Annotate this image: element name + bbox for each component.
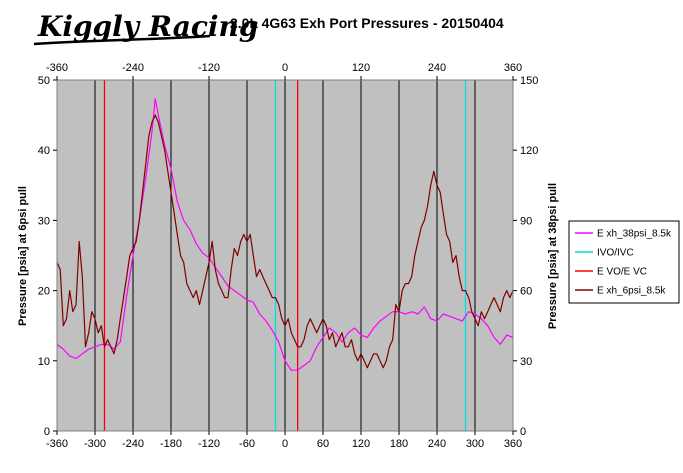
x-tick-label: 60 bbox=[317, 438, 329, 450]
y2-axis-label: Pressure [psia] at 38psi pull bbox=[547, 183, 559, 329]
series-line-e-xh-38psi-8-5k bbox=[56, 98, 514, 371]
y-tick-label: 40 bbox=[38, 145, 50, 157]
x-tick-label: 180 bbox=[390, 438, 408, 450]
y2-tick-label: 120 bbox=[520, 145, 538, 157]
x-top-tick-label: 360 bbox=[504, 62, 522, 74]
x-tick-label: -60 bbox=[239, 438, 255, 450]
x-tick-label: 0 bbox=[282, 438, 288, 450]
x-tick-label: -120 bbox=[198, 438, 220, 450]
y2-tick-label: 150 bbox=[520, 75, 538, 87]
x-top-tick-label: -120 bbox=[198, 62, 220, 74]
legend-entry: E xh_38psi_8.5k bbox=[597, 229, 672, 240]
x-tick-label: -180 bbox=[160, 438, 182, 450]
y-tick-label: 50 bbox=[38, 75, 50, 87]
x-tick-label: 360 bbox=[504, 438, 522, 450]
x-tick-label: -240 bbox=[122, 438, 144, 450]
y2-tick-label: 90 bbox=[520, 215, 532, 227]
x-tick-label: 240 bbox=[428, 438, 446, 450]
chart-title: 2.0L 4G63 Exh Port Pressures - 20150404 bbox=[230, 15, 504, 31]
logo-text: Kiggly Racing bbox=[37, 10, 258, 43]
y2-tick-label: 0 bbox=[520, 426, 526, 438]
legend: E xh_38psi_8.5k IVO/IVC E VO/E VC E xh_6psi… bbox=[568, 220, 680, 304]
axis-layer: -360 -300 -240 -180 -120 -60 0 60 120 180 240 300 36… bbox=[38, 62, 539, 450]
y-tick-label: 30 bbox=[38, 215, 50, 227]
legend-entry: IVO/IVC bbox=[597, 248, 634, 259]
legend-entry: E VO/E VC bbox=[597, 267, 647, 278]
y-tick-label: 20 bbox=[38, 286, 50, 298]
y-axis-label: Pressure [psia] at 6psi pull bbox=[17, 186, 29, 326]
x-tick-label: 120 bbox=[352, 438, 370, 450]
y2-tick-label: 60 bbox=[520, 286, 532, 298]
logo-swash bbox=[33, 34, 211, 46]
kiggly-racing-logo: Kiggly Racing bbox=[33, 10, 258, 46]
x-top-tick-label: 0 bbox=[282, 62, 288, 74]
x-tick-label: -360 bbox=[46, 438, 68, 450]
y-tick-label: 0 bbox=[44, 426, 50, 438]
y-tick-label: 10 bbox=[38, 356, 50, 368]
x-top-tick-label: -360 bbox=[46, 62, 68, 74]
grid-layer bbox=[94, 80, 476, 431]
legend-entry: E xh_6psi_8.5k bbox=[597, 286, 666, 297]
event-lines-layer bbox=[103, 80, 467, 431]
series-line-e-xh-6psi-8-5k bbox=[56, 114, 514, 369]
x-top-tick-label: 240 bbox=[428, 62, 446, 74]
x-tick-label: -300 bbox=[84, 438, 106, 450]
y2-tick-label: 30 bbox=[520, 356, 532, 368]
x-tick-label: 300 bbox=[466, 438, 484, 450]
x-top-tick-label: -240 bbox=[122, 62, 144, 74]
x-top-tick-label: 120 bbox=[352, 62, 370, 74]
series-layer bbox=[56, 98, 514, 371]
